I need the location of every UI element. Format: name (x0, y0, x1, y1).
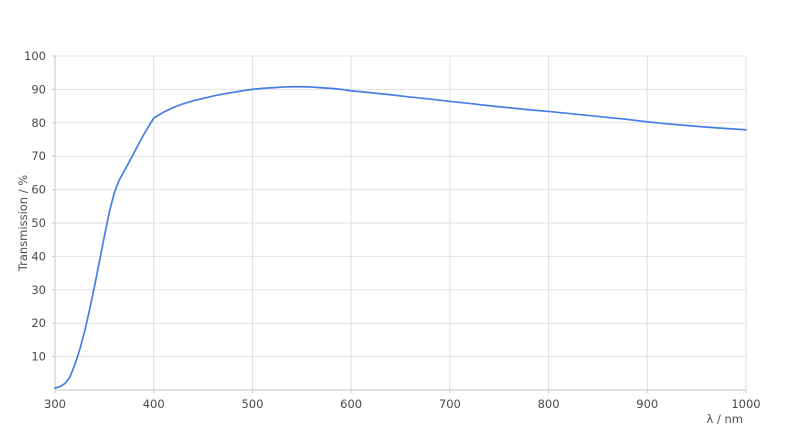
x-tick-label: 300 (44, 397, 66, 411)
x-tick-label: 600 (340, 397, 362, 411)
y-tick-label: 50 (31, 216, 46, 230)
x-tick-label: 800 (538, 397, 560, 411)
x-axis-title: λ / nm (706, 412, 743, 426)
x-tick-label: 400 (143, 397, 165, 411)
x-tick-label: 1000 (731, 397, 760, 411)
x-tick-label: 900 (636, 397, 658, 411)
y-tick-label: 70 (31, 149, 46, 163)
y-tick-label: 40 (31, 249, 46, 263)
x-tick-label: 500 (241, 397, 263, 411)
transmission-curve (54, 85, 747, 389)
y-tick-label: 20 (31, 316, 46, 330)
y-tick-label: 80 (31, 116, 46, 130)
y-tick-label: 10 (31, 350, 46, 364)
y-tick-label: 30 (31, 283, 46, 297)
x-tick-label: 700 (439, 397, 461, 411)
y-tick-label: 90 (31, 82, 46, 96)
y-axis-title-text: Transmission / % (16, 174, 30, 272)
y-tick-label: 60 (31, 183, 46, 197)
y-tick-label: 100 (24, 49, 46, 63)
